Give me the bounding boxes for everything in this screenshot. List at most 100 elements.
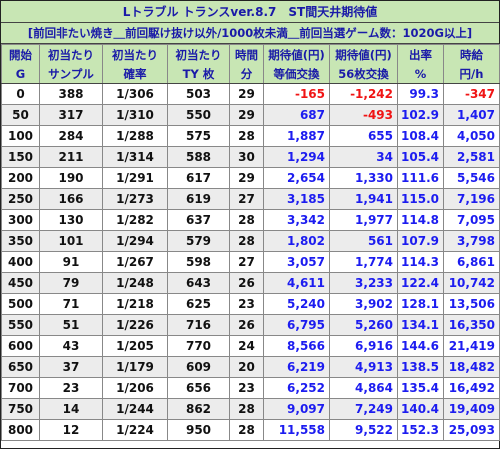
cell-ev-equal: 6,252	[263, 377, 330, 399]
header-sample-sub: サンプル	[39, 64, 103, 84]
cell-payout: 128.1	[397, 293, 444, 315]
cell-probability: 1/288	[102, 125, 168, 147]
cell-payout: 135.4	[397, 377, 444, 399]
table-row: 500 71 1/218 625 23 5,240 3,902 128.1 13,506	[1, 293, 500, 315]
cell-probability: 1/294	[102, 230, 168, 252]
cell-ev-equal: 11,558	[263, 419, 330, 441]
cell-ev-56: 1,941	[329, 188, 398, 210]
cell-payout: 134.1	[397, 314, 444, 336]
cell-payout: 107.9	[397, 230, 444, 252]
cell-time: 23	[229, 293, 264, 315]
cell-sample: 71	[39, 293, 103, 315]
cell-hourly: 13,506	[443, 293, 500, 315]
cell-payout: 105.4	[397, 146, 444, 168]
cell-payout: 114.8	[397, 209, 444, 231]
cell-ty: 643	[167, 272, 230, 294]
cell-probability: 1/205	[102, 335, 168, 357]
cell-sample: 284	[39, 125, 103, 147]
cell-sample: 190	[39, 167, 103, 189]
cell-sample: 79	[39, 272, 103, 294]
cell-time: 29	[229, 104, 264, 126]
cell-probability: 1/226	[102, 314, 168, 336]
cell-ev-56: 4,913	[329, 356, 398, 378]
header-time: 時間	[229, 44, 264, 64]
cell-ty: 656	[167, 377, 230, 399]
cell-hourly: 1,407	[443, 104, 500, 126]
cell-start-game: 0	[1, 83, 40, 105]
cell-time: 27	[229, 188, 264, 210]
cell-ty: 575	[167, 125, 230, 147]
cell-probability: 1/267	[102, 251, 168, 273]
cell-probability: 1/282	[102, 209, 168, 231]
cell-ev-56: -493	[329, 104, 398, 126]
cell-sample: 12	[39, 419, 103, 441]
cell-ev-56: 3,233	[329, 272, 398, 294]
table-row: 550 51 1/226 716 26 6,795 5,260 134.1 16,350	[1, 314, 500, 336]
cell-hourly: 10,742	[443, 272, 500, 294]
cell-ty: 588	[167, 146, 230, 168]
cell-start-game: 50	[1, 104, 40, 126]
cell-ev-equal: 1,887	[263, 125, 330, 147]
cell-time: 29	[229, 167, 264, 189]
table-row: 600 43 1/205 770 24 8,566 6,916 144.6 21,419	[1, 335, 500, 357]
cell-hourly: 6,861	[443, 251, 500, 273]
cell-payout: 122.4	[397, 272, 444, 294]
cell-hourly: 16,350	[443, 314, 500, 336]
cell-ty: 770	[167, 335, 230, 357]
cell-ev-equal: 8,566	[263, 335, 330, 357]
cell-ev-56: 5,260	[329, 314, 398, 336]
cell-start-game: 550	[1, 314, 40, 336]
cell-sample: 317	[39, 104, 103, 126]
cell-ev-56: 7,249	[329, 398, 398, 420]
header-row-2: G サンプル 確率 TY 枚 分 等価交換 56枚交換 % 円/h	[1, 64, 500, 84]
cell-start-game: 600	[1, 335, 40, 357]
cell-time: 27	[229, 251, 264, 273]
cell-probability: 1/273	[102, 188, 168, 210]
table-row: 650 37 1/179 609 20 6,219 4,913 138.5 18,482	[1, 356, 500, 378]
cell-hourly: 5,546	[443, 167, 500, 189]
header-probability: 初当たり	[102, 44, 168, 64]
sheet-title: Lトラブル トランスver.8.7 ST間天井期待値	[1, 1, 499, 23]
cell-payout: 152.3	[397, 419, 444, 441]
cell-payout: 115.0	[397, 188, 444, 210]
cell-ty: 862	[167, 398, 230, 420]
table-row: 800 12 1/224 950 28 11,558 9,522 152.3 25,093	[1, 419, 500, 441]
cell-ty: 716	[167, 314, 230, 336]
cell-ty: 617	[167, 167, 230, 189]
cell-ev-equal: 3,342	[263, 209, 330, 231]
cell-ty: 637	[167, 209, 230, 231]
cell-start-game: 750	[1, 398, 40, 420]
cell-ty: 550	[167, 104, 230, 126]
cell-time: 28	[229, 398, 264, 420]
cell-sample: 51	[39, 314, 103, 336]
cell-hourly: 4,050	[443, 125, 500, 147]
cell-start-game: 150	[1, 146, 40, 168]
header-ev-56-sub: 56枚交換	[329, 64, 398, 84]
cell-ty: 609	[167, 356, 230, 378]
header-ev-equal-sub: 等価交換	[263, 64, 330, 84]
cell-sample: 130	[39, 209, 103, 231]
cell-payout: 111.6	[397, 167, 444, 189]
table-body: 0 388 1/306 503 29 -165 -1,242 99.3 -347 50 317 1/3…	[1, 83, 500, 441]
cell-start-game: 200	[1, 167, 40, 189]
header-ev-equal: 期待値(円)	[263, 44, 330, 64]
cell-ev-56: 34	[329, 146, 398, 168]
cell-hourly: 16,492	[443, 377, 500, 399]
cell-ev-equal: 1,294	[263, 146, 330, 168]
cell-sample: 101	[39, 230, 103, 252]
header-time-unit: 分	[229, 64, 264, 84]
cell-ev-equal: -165	[263, 83, 330, 105]
cell-sample: 37	[39, 356, 103, 378]
cell-hourly: 18,482	[443, 356, 500, 378]
cell-ev-equal: 3,185	[263, 188, 330, 210]
cell-ty: 950	[167, 419, 230, 441]
cell-time: 30	[229, 146, 264, 168]
cell-time: 20	[229, 356, 264, 378]
cell-ev-56: 4,864	[329, 377, 398, 399]
cell-ty: 619	[167, 188, 230, 210]
cell-ty: 579	[167, 230, 230, 252]
cell-sample: 211	[39, 146, 103, 168]
cell-sample: 166	[39, 188, 103, 210]
cell-sample: 14	[39, 398, 103, 420]
